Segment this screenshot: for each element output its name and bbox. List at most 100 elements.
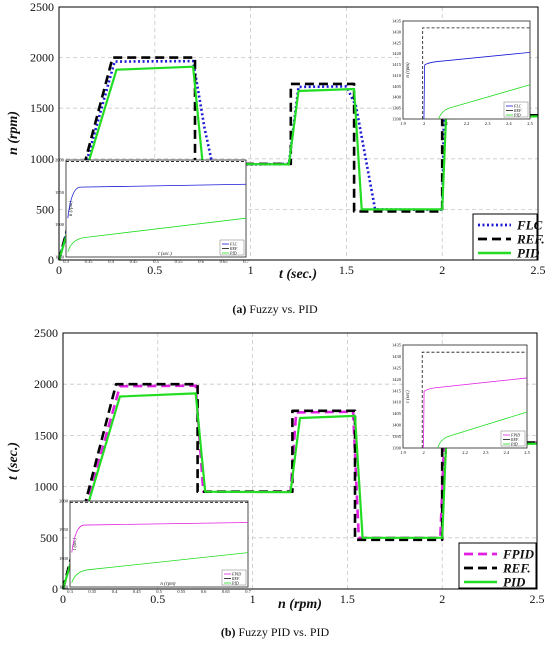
y-tick-label: 0 (48, 253, 54, 267)
x-tick-label: 2 (439, 263, 445, 277)
y-tick-label: 2000 (30, 51, 54, 65)
inset-x-tick-label: 0.65 (222, 589, 231, 594)
inset-x-tick-label: 2 (423, 450, 425, 455)
inset-curve-fpid (71, 522, 249, 553)
inset-x-tick-label: 2.4 (506, 121, 512, 126)
inset-x-tick-label: 0.55 (175, 259, 184, 264)
inset-legend-label: PID (231, 581, 239, 586)
inset-y-tick-label: 1850 (59, 585, 69, 590)
inset-x-tick-label: 0.55 (177, 589, 186, 594)
inset-x-tick-label: 2.3 (483, 450, 489, 455)
x-tick-label: 1.5 (340, 592, 355, 606)
inset-frame (65, 159, 247, 258)
inset-x-tick-label: 2.2 (464, 121, 470, 126)
inset-x-tick-label: 0.5 (153, 259, 159, 264)
inset-x-tick-label: 0.7 (243, 259, 249, 264)
inset-y-tick-label: 1430 (392, 29, 402, 34)
caption-a-label: (a) (232, 302, 247, 316)
inset-frame (69, 500, 249, 588)
inset-x-tick-label: 0.35 (85, 259, 94, 264)
legend-box (458, 542, 537, 589)
legend-label: FPID (502, 547, 535, 562)
inset-y-tick-label: 1415 (392, 388, 402, 393)
y-axis-label: n (rpm) (6, 111, 21, 155)
inset-y-tick-label: 1410 (392, 73, 402, 78)
y-tick-label: 2000 (34, 377, 58, 391)
series-line-ref (61, 382, 537, 590)
inset-y-tick-label: 1900 (55, 222, 65, 227)
caption-b-label: (b) (220, 625, 236, 639)
inset-x-tick-label: 0.7 (245, 589, 251, 594)
legend-label: FLC (516, 218, 543, 233)
inset-x-tick-label: 2.5 (524, 450, 530, 455)
inset-curve-ref (421, 351, 527, 448)
inset-x-tick-label: 0.5 (156, 589, 162, 594)
inset-legend-label: FPID (510, 433, 520, 438)
y-tick-label: 500 (36, 202, 54, 216)
y-tick-label: 2500 (30, 0, 54, 14)
x-tick-label: 0 (56, 263, 62, 277)
x-tick-label: 1 (248, 263, 254, 277)
inset-y-axis-label: t (sec) (406, 390, 411, 403)
x-tick-label: 1 (250, 592, 256, 606)
legend-label: PID (517, 246, 540, 261)
x-tick-label: 0 (60, 592, 66, 606)
x-axis-label: t (sec.) (279, 267, 317, 282)
inset-y-tick-label: 1435 (392, 19, 402, 24)
inset-x-tick-label: 0.3 (67, 589, 73, 594)
x-axis-label: n (rpm) (278, 597, 322, 612)
series-line-pid (61, 392, 538, 590)
inset-legend-label: REF. (510, 437, 519, 442)
inset-curve-flc (423, 51, 531, 120)
inset-y-tick-label: 1395 (392, 106, 402, 111)
inset-curve-pid (438, 84, 531, 120)
legend-label: REF. (502, 561, 531, 576)
inset-y-tick-label: 1420 (392, 377, 402, 382)
inset-x-tick-label: 2.2 (462, 450, 468, 455)
inset-y-axis-label: n (rpm) (406, 62, 411, 77)
x-tick-label: 1.5 (339, 263, 354, 277)
y-tick-label: 0 (52, 582, 58, 596)
inset-curve-pid (437, 411, 528, 449)
inset-x-tick-label: 2.5 (527, 121, 533, 126)
inset-x-tick-label: 0.6 (198, 259, 204, 264)
inset-x-tick-label: 0.65 (220, 259, 229, 264)
inset-legend-label: REF. (513, 108, 522, 113)
x-tick-label: 2.5 (531, 263, 546, 277)
inset-x-tick-label: 0.4 (108, 259, 114, 264)
inset-x-axis-label: n (rpm) (160, 582, 175, 587)
inset-y-tick-label: 1425 (392, 365, 402, 370)
inset-curve-flc (67, 183, 247, 219)
y-tick-label: 1000 (34, 480, 58, 494)
inset-x-tick-label: 0.4 (112, 589, 118, 594)
y-tick-label: 1500 (30, 101, 54, 115)
inset-x-tick-label: 2.3 (485, 121, 491, 126)
x-tick-label: 0.5 (147, 263, 162, 277)
inset-x-tick-label: 2.1 (443, 121, 449, 126)
inset-x-tick-label: 2 (423, 121, 425, 126)
series-line-ref (57, 56, 538, 261)
inset-y-tick-label: 1390 (392, 446, 402, 451)
inset-curve-fpid (423, 377, 528, 449)
inset-legend-label: PID (513, 113, 521, 118)
inset-y-tick-label: 1850 (55, 255, 65, 260)
inset-legend-label: FLC (229, 242, 238, 247)
inset-left: 0.3 0.35 0.4 0.45 0.5 0.55 0.6 0.65 0.7 1850 1900 1… (55, 158, 250, 265)
inset-y-axis-label: t (sec) (73, 537, 78, 550)
inset-y-tick-label: 1390 (392, 117, 402, 122)
inset-y-tick-label: 2000 (59, 499, 69, 504)
inset-y-tick-label: 1900 (59, 556, 69, 561)
inset-legend-label: REF. (229, 246, 238, 251)
inset-y-tick-label: 2000 (55, 158, 65, 163)
inset-curve-pid (67, 217, 247, 253)
inset-y-tick-label: 1405 (392, 84, 402, 89)
x-tick-label: 2 (439, 592, 445, 606)
inset-x-tick-label: 2.4 (504, 450, 510, 455)
inset-right: 1.9 2 2.1 2.2 2.3 2.4 2.5 1390 1395 1400 1405 1410 1… (392, 343, 531, 456)
y-tick-label: 1500 (34, 428, 58, 442)
x-tick-label: 2.5 (530, 592, 545, 606)
inset-y-tick-label: 1395 (392, 434, 402, 439)
